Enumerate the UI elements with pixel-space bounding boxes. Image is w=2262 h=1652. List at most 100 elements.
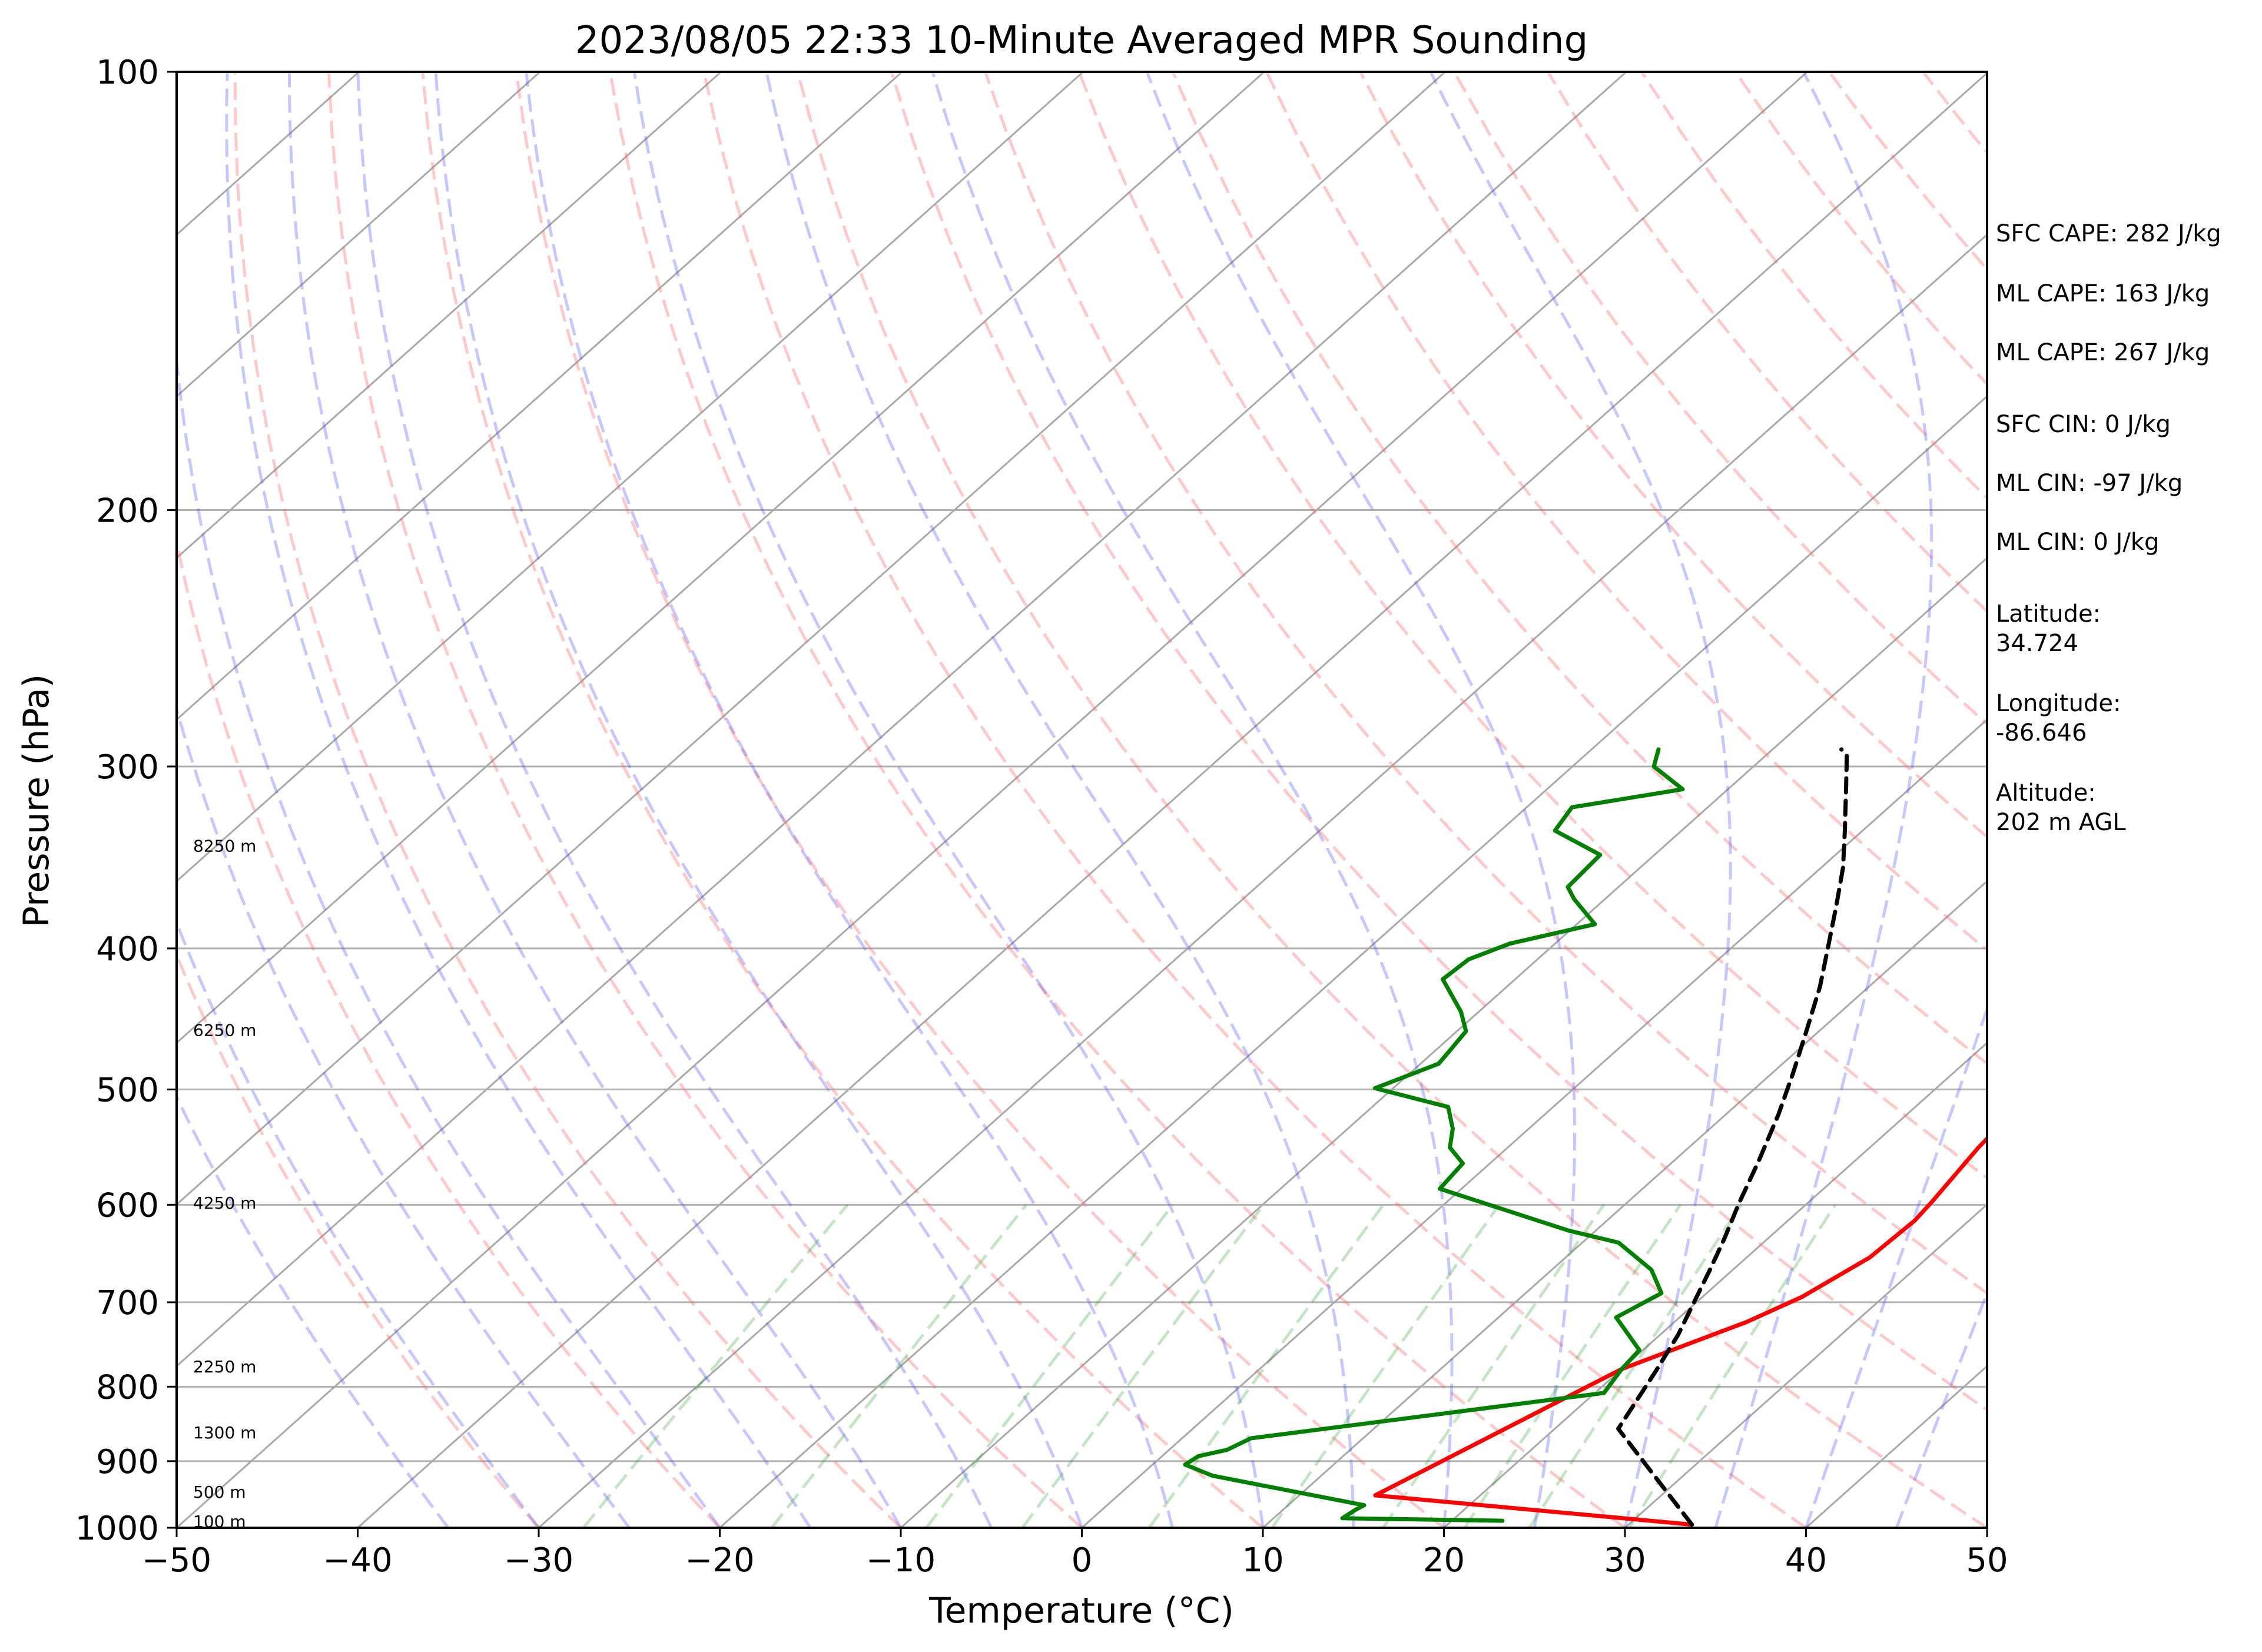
temperature-profile [1373,1135,1987,1527]
longitude-value: -86.646 [1996,719,2087,747]
isotherm-line [1624,1203,1987,1528]
chart-title: 2023/08/05 22:33 10-Minute Averaged MPR … [575,19,1588,62]
sounding-info-panel: SFC CAPE: 282 J/kg ML CAPE: 163 J/kg ML … [1996,220,2221,836]
dry-adiabat [327,72,1083,1528]
dry-adiabat [608,72,1626,1528]
moist-adiabat [525,72,1174,1528]
mixing-ratio-line [582,1203,849,1528]
isotherm-line [177,72,1446,1206]
parcel-profile [1616,747,1849,1527]
longitude-label: Longitude: [1996,690,2121,717]
latitude-label: Latitude: [1996,601,2101,628]
ml-cape-text: ML CAPE: 163 J/kg [1996,280,2210,307]
y-axis-label: Pressure (hPa) [16,674,57,927]
height-label: 6250 m [193,1020,256,1040]
mixing-ratio-line [1528,1204,1743,1528]
x-tick-label: −30 [504,1541,573,1580]
x-tick-label: 50 [1966,1541,2008,1580]
moist-adiabat [177,1093,450,1528]
mixing-ratio-line [925,1203,1175,1528]
isotherm-line [177,72,541,398]
mixing-ratio-line [1382,1203,1606,1528]
dry-adiabat [890,72,1987,1412]
ml-cin-text-2: ML CIN: 0 J/kg [1996,529,2159,556]
moist-adiabat [287,72,903,1528]
sfc-cape-text: SFC CAPE: 282 J/kg [1996,220,2221,247]
isotherm-line [177,72,1627,1368]
moist-adiabat [1895,1289,1987,1528]
isotherm-line [177,72,1808,1528]
y-tick-label: 1000 [75,1510,159,1548]
altitude-label: Altitude: [1996,779,2096,807]
y-tick-label: 300 [96,748,159,787]
moist-adiabat [632,72,1265,1528]
moist-adiabat [1429,72,1732,1528]
y-tick-label: 800 [96,1368,159,1406]
moist-adiabat [1145,72,1576,1528]
height-label: 8250 m [193,836,256,855]
moist-adiabat [356,72,993,1528]
height-label: 500 m [193,1482,246,1502]
ml-cape-text-2: ML CAPE: 267 J/kg [1996,339,2210,366]
y-tick-label: 200 [96,492,159,530]
height-label: 2250 m [193,1357,256,1376]
sfc-cin-text: SFC CIN: 0 J/kg [1996,411,2171,438]
isotherm-line [177,72,1084,883]
moist-adiabat [177,918,540,1528]
isotherm-line [357,72,1987,1528]
dry-adiabat [702,72,1807,1528]
latitude-value: 34.724 [1996,630,2078,657]
x-tick-label: 20 [1423,1541,1465,1580]
y-tick-label: 500 [96,1072,159,1110]
dry-adiabat [984,72,1987,1295]
x-tick-label: 0 [1072,1541,1093,1580]
y-tick-label: 600 [96,1186,159,1225]
dry-adiabat [1077,72,1987,1180]
x-tick-label: 10 [1242,1541,1283,1580]
y-tick-label: 400 [96,930,159,968]
moist-adiabat [177,704,631,1528]
isotherm-line [1262,880,1987,1528]
x-axis-label: Temperature (°C) [928,1590,1234,1631]
mixing-ratio-line [1271,1203,1501,1528]
height-label: 1300 m [193,1423,256,1442]
x-tick-label: −20 [685,1541,754,1580]
moist-adiabat [434,72,1083,1528]
ml-cin-text: ML CIN: -97 J/kg [1996,470,2183,497]
x-tick-label: −50 [142,1541,211,1580]
dry-adiabat [177,535,721,1528]
x-tick-label: 40 [1785,1541,1827,1580]
moist-adiabat [1714,72,1933,1528]
dry-adiabat [796,72,1987,1528]
isotherm-line [719,395,1987,1528]
mixing-ratio-line [1147,1203,1385,1528]
moist-adiabat [765,72,1355,1528]
y-tick-label: 100 [96,54,159,92]
x-tick-label: 30 [1604,1541,1646,1580]
moist-adiabat [225,72,812,1528]
isotherm-line [1443,1041,1987,1528]
isotherm-line [177,72,903,721]
isotherm-line [177,72,722,559]
dewpoint-profile [1183,747,1685,1523]
altitude-value: 202 m AGL [1996,809,2126,836]
dry-adiabat [2204,72,2262,1528]
x-tick-label: −40 [323,1541,392,1580]
dry-adiabat [515,72,1445,1528]
mixing-ratio-line [1021,1203,1265,1528]
mixing-ratio-line [1628,1204,1837,1528]
isotherm-line [538,233,1987,1528]
isotherm-line [900,556,1987,1528]
mixing-ratio-line [1463,1203,1682,1528]
dry-adiabat [421,72,1264,1528]
dry-adiabat [177,951,540,1528]
dry-adiabat [233,72,902,1528]
isotherm-line [1081,718,1987,1528]
height-label: 4250 m [193,1193,256,1213]
mixing-ratio-line [770,1203,1028,1528]
moist-adiabat [177,345,721,1528]
y-tick-label: 900 [96,1443,159,1481]
moist-adiabat [931,72,1454,1528]
moist-adiabat [1805,1004,1987,1528]
